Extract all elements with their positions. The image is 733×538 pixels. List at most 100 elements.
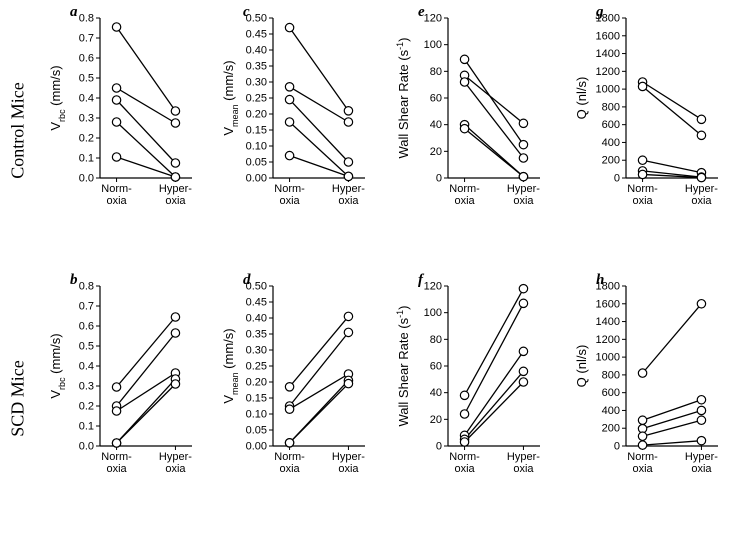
y-tick-label: 0.50: [246, 281, 267, 293]
y-tick-label: 0.30: [246, 77, 267, 89]
y-tick-label: 0.00: [246, 173, 267, 185]
y-tick-label: 60: [430, 93, 442, 105]
y-tick-label: 0.35: [246, 61, 267, 73]
y-tick-label: 0.50: [246, 13, 267, 25]
data-marker: [519, 119, 527, 127]
y-tick-label: 400: [602, 405, 620, 417]
y-tick-label: 0.25: [246, 93, 267, 105]
x-tick-label: Hyper-: [332, 451, 365, 463]
data-marker: [344, 312, 352, 320]
y-tick-label: 1000: [596, 352, 620, 364]
data-marker: [638, 416, 646, 424]
data-marker: [344, 379, 352, 387]
data-marker: [285, 83, 293, 91]
x-tick-label: Norm-: [449, 183, 480, 195]
data-marker: [112, 84, 120, 92]
data-marker: [519, 347, 527, 355]
data-marker: [112, 439, 120, 447]
x-tick-label: oxia: [165, 195, 186, 207]
series-line: [465, 371, 524, 439]
series-line: [643, 441, 702, 445]
x-tick-label: oxia: [513, 463, 534, 475]
series-line: [465, 382, 524, 442]
series-line: [117, 333, 176, 406]
y-tick-label: 1800: [596, 13, 620, 25]
x-tick-label: Hyper-: [507, 183, 540, 195]
series-line: [117, 88, 176, 123]
series-line: [643, 86, 702, 135]
y-tick-label: 0: [614, 441, 620, 453]
y-axis-title: Q (nl/s): [574, 345, 589, 388]
x-tick-label: oxia: [338, 463, 359, 475]
x-tick-label: oxia: [279, 195, 300, 207]
y-tick-label: 200: [602, 155, 620, 167]
y-tick-label: 60: [430, 361, 442, 373]
y-tick-label: 0.0: [79, 441, 94, 453]
y-tick-label: 0.35: [246, 329, 267, 341]
data-marker: [344, 172, 352, 180]
y-tick-label: 0.8: [79, 13, 94, 25]
panel-e: e020406080100120Wall Shear Rate (s-1)Nor…: [390, 0, 550, 230]
y-tick-label: 400: [602, 137, 620, 149]
data-marker: [519, 367, 527, 375]
y-tick-label: 1200: [596, 66, 620, 78]
y-tick-label: 0.7: [79, 301, 94, 313]
y-axis-title: Q (nl/s): [574, 77, 589, 120]
series-line: [465, 351, 524, 435]
y-tick-label: 1600: [596, 30, 620, 42]
data-marker: [171, 173, 179, 181]
y-tick-label: 0.8: [79, 281, 94, 293]
y-tick-label: 1000: [596, 84, 620, 96]
data-marker: [519, 154, 527, 162]
data-marker: [344, 107, 352, 115]
series-line: [290, 156, 349, 177]
data-marker: [171, 380, 179, 388]
data-marker: [344, 118, 352, 126]
data-marker: [697, 131, 705, 139]
data-marker: [638, 369, 646, 377]
y-tick-label: 20: [430, 146, 442, 158]
y-tick-label: 0.10: [246, 141, 267, 153]
x-tick-label: oxia: [454, 195, 475, 207]
x-tick-label: oxia: [691, 463, 712, 475]
y-tick-label: 0.0: [79, 173, 94, 185]
y-tick-label: 0.40: [246, 45, 267, 57]
data-marker: [285, 151, 293, 159]
data-marker: [344, 158, 352, 166]
y-tick-label: 1600: [596, 298, 620, 310]
y-tick-label: 120: [424, 13, 442, 25]
x-tick-label: oxia: [106, 463, 127, 475]
x-tick-label: oxia: [632, 195, 653, 207]
x-tick-label: Norm-: [449, 451, 480, 463]
y-tick-label: 200: [602, 423, 620, 435]
y-tick-label: 1400: [596, 48, 620, 60]
y-tick-label: 40: [430, 119, 442, 131]
series-line: [117, 157, 176, 177]
series-line: [117, 384, 176, 443]
panel-a: a0.00.10.20.30.40.50.60.70.8Vrbc (mm/s)N…: [42, 0, 202, 230]
y-tick-label: 0.1: [79, 421, 94, 433]
data-marker: [697, 396, 705, 404]
y-tick-label: 0: [436, 441, 442, 453]
data-marker: [112, 23, 120, 31]
y-tick-label: 0.30: [246, 345, 267, 357]
y-axis-title: Wall Shear Rate (s-1): [395, 306, 411, 427]
y-tick-label: 100: [424, 39, 442, 51]
series-line: [117, 122, 176, 177]
x-tick-label: Norm-: [627, 183, 658, 195]
y-tick-label: 800: [602, 101, 620, 113]
series-line: [643, 304, 702, 373]
y-tick-label: 0.40: [246, 313, 267, 325]
series-line: [290, 332, 349, 406]
y-tick-label: 0.5: [79, 341, 94, 353]
y-tick-label: 0.3: [79, 113, 94, 125]
data-marker: [697, 436, 705, 444]
x-tick-label: Hyper-: [332, 183, 365, 195]
x-tick-label: oxia: [454, 463, 475, 475]
y-tick-label: 0.20: [246, 109, 267, 121]
x-tick-label: Hyper-: [685, 451, 718, 463]
data-marker: [697, 115, 705, 123]
data-marker: [171, 119, 179, 127]
y-axis-title: Vmean (mm/s): [221, 60, 240, 135]
x-tick-label: Hyper-: [159, 183, 192, 195]
